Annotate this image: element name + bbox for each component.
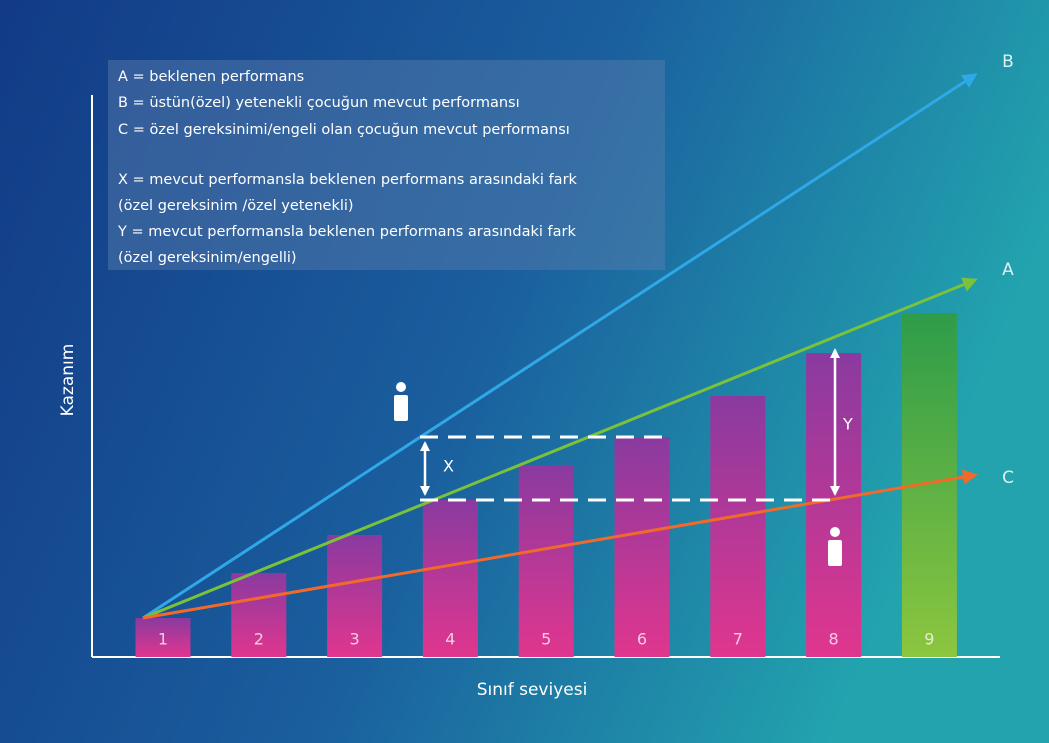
bar xyxy=(422,500,478,657)
gap-guides xyxy=(420,435,835,502)
bar xyxy=(231,573,287,657)
bar-label: 8 xyxy=(829,630,839,649)
bar xyxy=(806,353,862,657)
bar-label: 9 xyxy=(924,630,934,649)
bar-label: 4 xyxy=(445,630,455,649)
bar-label: 1 xyxy=(158,630,168,649)
bar xyxy=(710,396,766,657)
y-axis-label: Kazanım xyxy=(58,344,78,417)
person-icon xyxy=(828,527,842,566)
trend-arrow xyxy=(142,73,978,620)
bar-label: 2 xyxy=(254,630,264,649)
bar-label: 6 xyxy=(637,630,647,649)
legend-line: Y = mevcut performansla beklenen perform… xyxy=(117,224,576,240)
legend-box xyxy=(108,60,665,270)
bar xyxy=(614,437,670,657)
legend: A = beklenen performans B = üstün(özel) y… xyxy=(117,69,578,266)
legend-line: (özel gereksinim/engelli) xyxy=(118,250,297,266)
bar xyxy=(327,535,383,657)
legend-line: (özel gereksinim /özel yetenekli) xyxy=(118,198,354,214)
bar-label: 7 xyxy=(733,630,743,649)
legend-line: X = mevcut performansla beklenen perform… xyxy=(118,172,578,188)
trend-arrow xyxy=(142,277,978,620)
line-label: A xyxy=(1002,260,1014,280)
person-icon xyxy=(394,382,408,421)
line-label: B xyxy=(1002,52,1014,72)
x-axis-label: Sınıf seviyesi xyxy=(477,680,588,700)
legend-line: B = üstün(özel) yetenekli çocuğun mevcut… xyxy=(118,95,520,111)
line-label: C xyxy=(1002,468,1014,488)
gap-label: Y xyxy=(842,415,853,434)
gap-label: X xyxy=(443,457,454,476)
legend-line: A = beklenen performans xyxy=(118,69,304,85)
bar-label: 3 xyxy=(350,630,360,649)
bar xyxy=(518,465,574,657)
bar xyxy=(135,618,191,657)
trend-arrow xyxy=(142,469,978,620)
lines: B A C xyxy=(142,52,1014,620)
bar-label: 5 xyxy=(541,630,551,649)
legend-line: C = özel gereksinimi/engeli olan çocuğun… xyxy=(118,122,570,138)
